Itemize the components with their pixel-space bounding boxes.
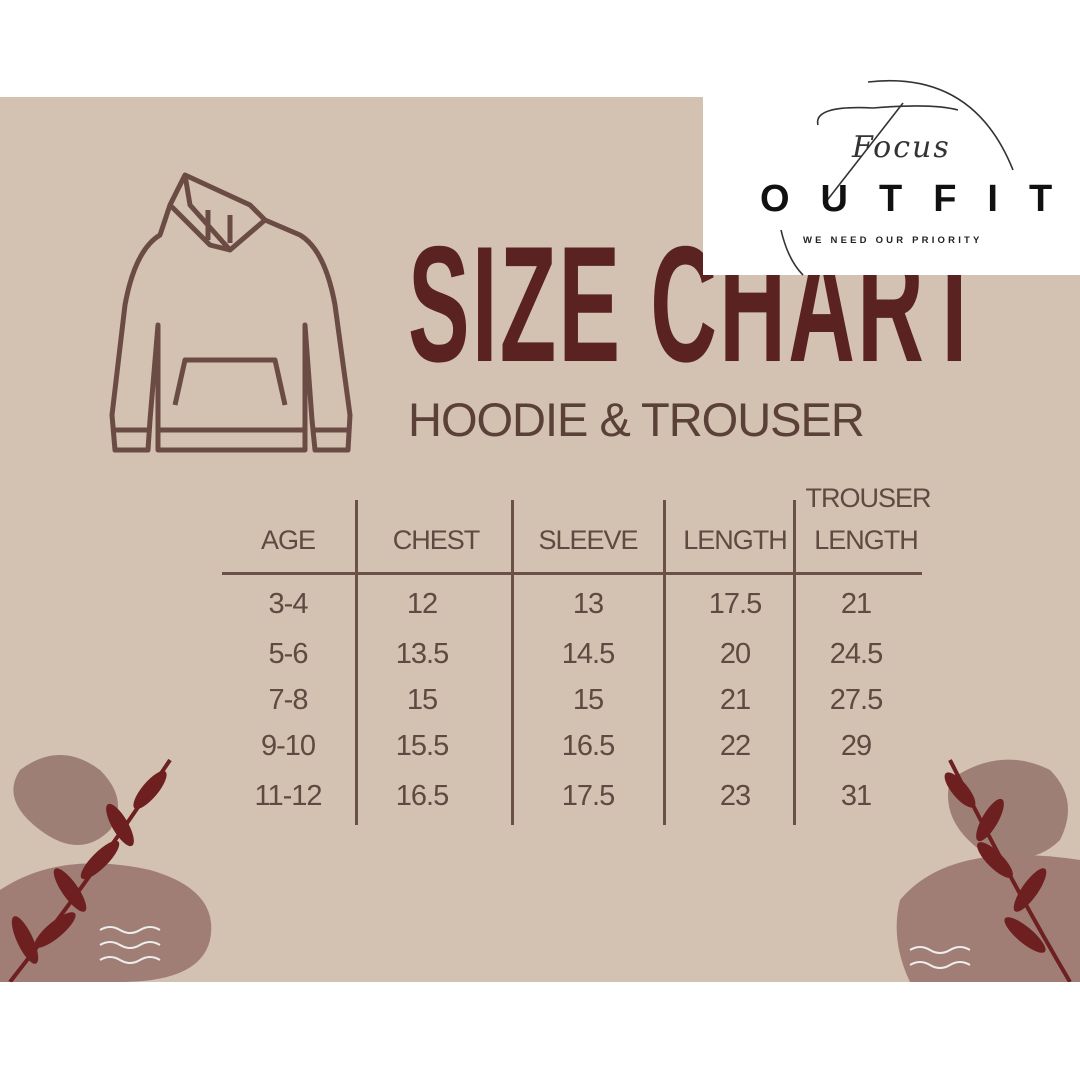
column-divider [793,500,796,825]
table-cell: 5-6 [268,638,309,670]
table-cell: 3-4 [268,588,309,620]
header-trouser: TROUSER [805,483,931,513]
table-cell: 13.5 [395,638,449,670]
table-cell: 21 [719,684,751,716]
table-cell: 24.5 [829,638,883,670]
column-divider [355,500,358,825]
logo-script: Focus [852,130,951,165]
table-cell: 15 [572,684,604,716]
table-cell: 22 [719,730,751,762]
header-chest: CHEST [392,525,481,555]
header-length: LENGTH [683,525,788,555]
table-cell: 16.5 [561,730,615,762]
table-cell: 11-12 [254,780,322,812]
column-divider [663,500,666,825]
table-cell: 17.5 [708,588,762,620]
hoodie-icon [109,172,353,453]
table-cell: 31 [840,780,872,812]
header-age: AGE [260,525,316,555]
brand-logo [703,97,1080,275]
table-cell: 27.5 [829,684,883,716]
header-trouser-length: LENGTH [814,525,919,555]
column-divider [511,500,514,825]
logo-wordmark: OUTFIT [760,178,1080,220]
table-cell: 15 [406,684,438,716]
table-cell: 29 [840,730,872,762]
header-sleeve: SLEEVE [538,525,638,555]
leaf-decoration-left-icon [0,755,212,982]
logo-tagline: WE NEED OUR PRIORITY [803,235,983,246]
table-cell: 13 [572,588,604,620]
table-cell: 21 [840,588,872,620]
table-cell: 17.5 [561,780,615,812]
table-cell: 14.5 [561,638,615,670]
leaf-decoration-right-icon [896,759,1080,982]
logo-arc-icon [780,79,1014,276]
table-cell: 7-8 [268,684,309,716]
table-cell: 9-10 [260,730,316,762]
table-cell: 12 [406,588,438,620]
page-subtitle: HOODIE & TROUSER [408,393,865,446]
table-cell: 23 [719,780,751,812]
header-divider [222,572,922,575]
table-cell: 20 [719,638,751,670]
table-cell: 15.5 [395,730,449,762]
table-cell: 16.5 [395,780,449,812]
